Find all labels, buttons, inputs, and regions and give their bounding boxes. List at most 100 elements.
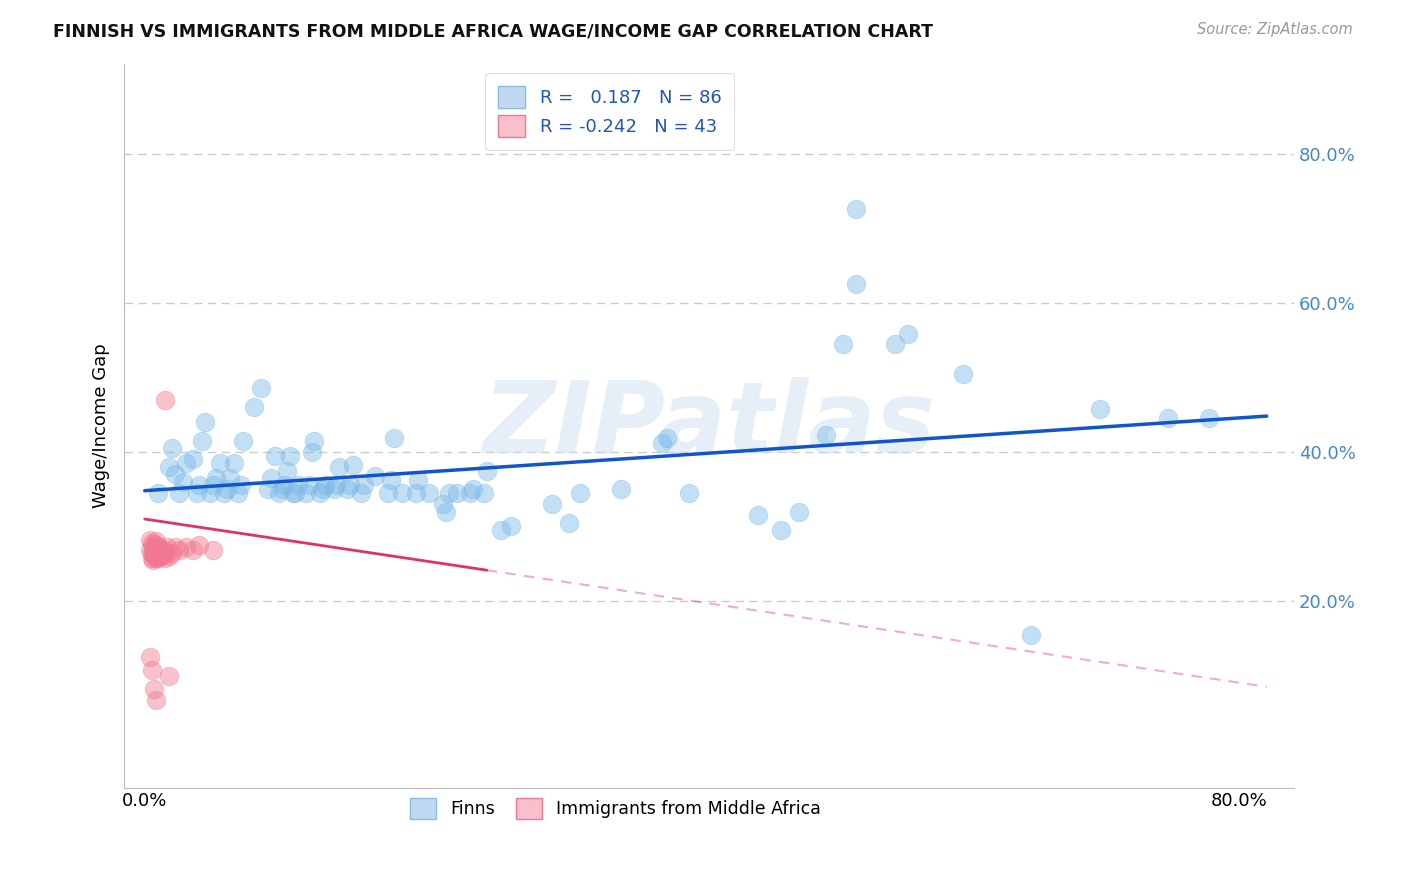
Point: [434, 504, 457, 518]
Point: [460, 486, 482, 500]
Point: [541, 497, 564, 511]
Point: [301, 445, 323, 459]
Point: [568, 486, 591, 500]
Point: [831, 336, 853, 351]
Point: [651, 436, 673, 450]
Point: [208, 456, 231, 470]
Point: [188, 478, 211, 492]
Point: [150, 541, 173, 556]
Point: [309, 486, 332, 500]
Point: [155, 545, 177, 559]
Point: [167, 486, 190, 500]
Point: [322, 482, 344, 496]
Point: [657, 432, 679, 446]
Point: [273, 478, 295, 492]
Point: [181, 543, 204, 558]
Point: [328, 459, 350, 474]
Point: [145, 545, 167, 559]
Point: [342, 458, 364, 473]
Point: [226, 486, 249, 500]
Point: [1157, 411, 1180, 425]
Point: [1088, 401, 1111, 416]
Point: [141, 550, 163, 565]
Point: [418, 486, 440, 500]
Point: [472, 486, 495, 500]
Point: [558, 516, 581, 530]
Point: [148, 486, 170, 500]
Point: [298, 478, 321, 492]
Point: [143, 681, 166, 696]
Point: [148, 541, 170, 555]
Point: [146, 543, 169, 558]
Point: [153, 543, 176, 558]
Point: [143, 538, 166, 552]
Point: [883, 336, 905, 351]
Point: [149, 549, 172, 564]
Text: FINNISH VS IMMIGRANTS FROM MIDDLE AFRICA WAGE/INCOME GAP CORRELATION CHART: FINNISH VS IMMIGRANTS FROM MIDDLE AFRICA…: [53, 22, 934, 40]
Point: [146, 549, 169, 564]
Point: [215, 482, 238, 496]
Point: [325, 478, 347, 492]
Point: [463, 482, 485, 496]
Point: [160, 545, 183, 559]
Point: [229, 478, 252, 492]
Point: [446, 486, 468, 500]
Point: [243, 400, 266, 414]
Point: [172, 475, 194, 489]
Point: [141, 663, 163, 677]
Point: [145, 534, 167, 549]
Point: [311, 482, 333, 496]
Point: [202, 478, 225, 492]
Point: [145, 541, 167, 555]
Point: [191, 434, 214, 448]
Point: [336, 482, 359, 496]
Point: [142, 545, 165, 559]
Point: [952, 367, 974, 381]
Point: [408, 473, 430, 487]
Point: [163, 467, 186, 482]
Point: [287, 478, 309, 492]
Point: [167, 543, 190, 558]
Point: [363, 468, 385, 483]
Point: [432, 497, 454, 511]
Legend: Finns, Immigrants from Middle Africa: Finns, Immigrants from Middle Africa: [404, 791, 828, 826]
Point: [152, 548, 174, 562]
Point: [142, 553, 165, 567]
Point: [139, 650, 162, 665]
Point: [304, 434, 326, 448]
Point: [194, 415, 217, 429]
Point: [501, 519, 523, 533]
Point: [815, 428, 838, 442]
Point: [1198, 411, 1220, 425]
Point: [145, 692, 167, 706]
Point: [163, 541, 186, 555]
Point: [160, 441, 183, 455]
Point: [186, 486, 208, 500]
Point: [897, 326, 920, 341]
Point: [155, 550, 177, 565]
Point: [295, 486, 318, 500]
Point: [218, 471, 240, 485]
Point: [174, 456, 197, 470]
Point: [489, 523, 512, 537]
Point: [281, 486, 304, 500]
Point: [437, 486, 460, 500]
Point: [141, 536, 163, 550]
Point: [148, 550, 170, 565]
Point: [350, 486, 373, 500]
Point: [278, 449, 301, 463]
Point: [150, 548, 173, 562]
Point: [232, 434, 254, 448]
Point: [787, 504, 810, 518]
Point: [157, 459, 180, 474]
Point: [139, 533, 162, 547]
Text: ZIPatlas: ZIPatlas: [482, 377, 936, 475]
Point: [678, 486, 700, 500]
Point: [747, 508, 769, 523]
Point: [149, 543, 172, 558]
Point: [845, 277, 868, 291]
Point: [380, 473, 402, 487]
Point: [148, 545, 170, 559]
Point: [143, 549, 166, 564]
Point: [139, 543, 162, 558]
